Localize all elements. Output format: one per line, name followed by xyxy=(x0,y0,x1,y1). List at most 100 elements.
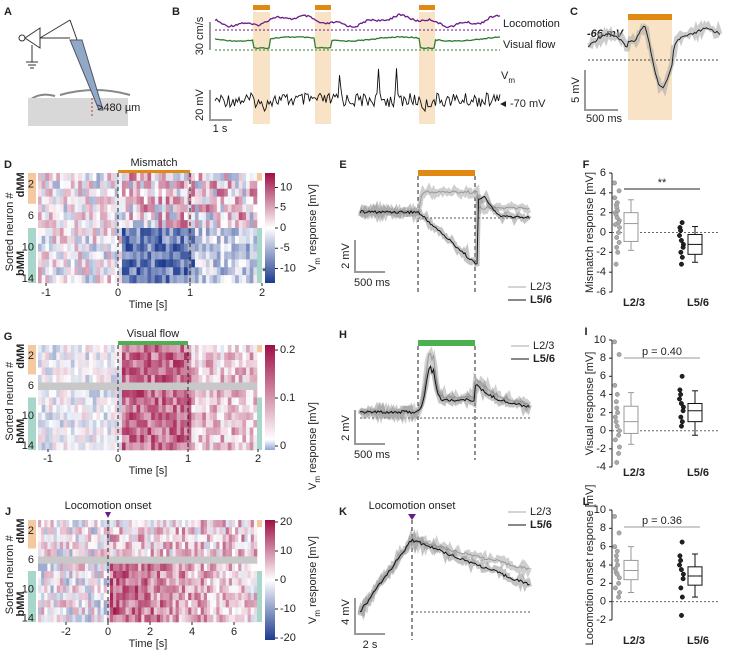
heatmap-cell xyxy=(188,520,192,528)
heatmap-cell xyxy=(114,442,119,451)
heatmap-cell xyxy=(56,556,61,565)
box xyxy=(623,212,639,242)
heatmap-cell xyxy=(206,541,211,550)
heatmap-cell xyxy=(180,375,185,383)
heatmap-cell xyxy=(173,442,177,451)
heatmap-cell xyxy=(106,520,111,528)
heatmap-cell xyxy=(197,607,201,616)
heatmap-cell xyxy=(94,571,98,579)
data-point xyxy=(617,590,622,595)
heatmap-cell xyxy=(205,243,210,252)
heatmap-cell xyxy=(220,345,225,353)
heatmap-cell xyxy=(47,578,51,586)
heatmap-cell xyxy=(96,204,101,213)
heatmap-cell xyxy=(114,397,119,406)
heatmap-cell xyxy=(103,352,108,361)
data-point xyxy=(616,432,622,438)
heatmap-cell xyxy=(194,614,198,623)
heatmap-cell xyxy=(52,427,57,436)
heatmap-cell xyxy=(194,427,199,436)
heatmap-cell xyxy=(89,390,94,398)
heatmap-cell xyxy=(48,345,53,353)
heatmap-cell xyxy=(116,541,120,550)
heatmap-cell xyxy=(200,556,205,565)
heatmap-cell xyxy=(194,243,199,252)
heatmap-cell xyxy=(56,405,61,413)
heatmap-cell xyxy=(235,427,240,436)
heatmap-cell xyxy=(143,259,148,268)
heatmap xyxy=(38,345,258,451)
heatmap-cell xyxy=(84,614,89,623)
heatmap-cell xyxy=(67,412,72,421)
heatmap-cell xyxy=(125,397,130,406)
heatmap-cell xyxy=(63,220,68,229)
heatmap-cell xyxy=(103,180,108,190)
heatmap-cell xyxy=(78,405,83,413)
heatmap-cell xyxy=(48,382,53,391)
heatmap-cell xyxy=(88,578,92,586)
heatmap-cell xyxy=(154,405,159,413)
data-point xyxy=(612,339,617,345)
heatmap-cell xyxy=(74,220,79,229)
heatmap-cell xyxy=(132,212,137,221)
heatmap-cell xyxy=(194,228,199,237)
heatmap-cell xyxy=(147,397,152,406)
heatmap-cell xyxy=(172,571,176,579)
heatmap-cell xyxy=(100,592,104,601)
heatmap-cell xyxy=(153,600,158,608)
heatmap-cell xyxy=(235,556,239,565)
heatmap-cell xyxy=(128,585,133,594)
heatmap-cell xyxy=(100,235,104,245)
heatmap-cell xyxy=(103,592,108,601)
heatmap-cell xyxy=(172,541,176,550)
label: L2/3 xyxy=(530,281,551,293)
heatmap-cell xyxy=(166,600,170,608)
heatmap-cell xyxy=(160,541,164,550)
heatmap-cell xyxy=(45,259,50,268)
heatmap-cell xyxy=(191,352,196,361)
data-point xyxy=(616,580,622,586)
heatmap-cell xyxy=(147,352,152,361)
colorbar-tick-label: -10 xyxy=(280,262,296,274)
heatmap-cell xyxy=(241,607,245,616)
heatmap-cell xyxy=(140,367,145,376)
group-strip xyxy=(28,345,36,375)
heatmap-cell xyxy=(156,614,161,623)
heatmap-cell xyxy=(165,243,170,252)
heatmap-cell xyxy=(69,578,73,586)
heatmap-cell xyxy=(184,367,188,376)
heatmap-cell xyxy=(38,345,42,353)
heatmap-cell xyxy=(205,375,210,383)
heatmap-cell xyxy=(231,585,236,594)
heatmap-cell xyxy=(184,204,188,213)
data-point xyxy=(678,414,684,420)
label: 2 mV xyxy=(340,243,352,269)
data-point xyxy=(616,575,622,581)
heatmap-cell xyxy=(41,204,46,213)
heatmap-cell xyxy=(96,420,101,428)
heatmap-cell xyxy=(53,520,58,528)
heatmap-cell xyxy=(136,188,141,197)
heatmap-cell xyxy=(131,556,136,565)
heatmap-cell xyxy=(118,345,123,353)
heatmap-cell xyxy=(227,180,232,190)
label: K xyxy=(339,506,347,518)
heatmap-cell xyxy=(202,204,207,213)
heatmap-cell xyxy=(121,397,126,406)
heatmap-cell xyxy=(147,427,152,436)
heatmap-cell xyxy=(176,427,181,436)
heatmap-cell xyxy=(53,600,58,608)
heatmap-cell xyxy=(231,235,236,245)
heatmap-cell xyxy=(53,549,58,557)
heatmap-cell xyxy=(96,352,101,361)
heatmap-cell xyxy=(187,442,192,451)
heatmap-cell xyxy=(69,614,73,623)
heatmap-cell xyxy=(70,352,75,361)
heatmap-cell xyxy=(253,375,258,383)
heatmap-cell xyxy=(47,600,51,608)
heatmap-cell xyxy=(246,397,250,406)
heatmap-cell xyxy=(41,259,46,268)
heatmap-cell xyxy=(231,563,236,572)
heatmap-cell xyxy=(92,412,97,421)
heatmap-cell xyxy=(132,397,137,406)
